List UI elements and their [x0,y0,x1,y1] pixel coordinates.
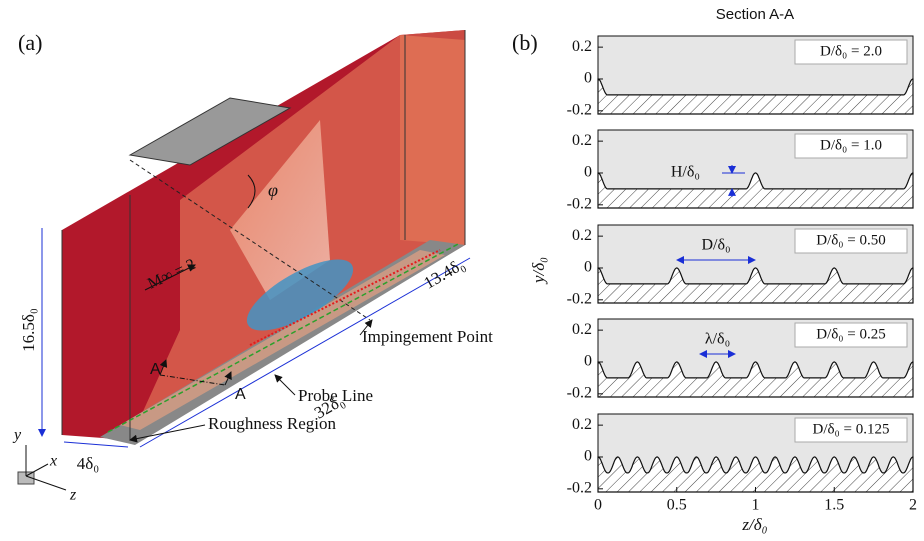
legend-box [794,228,908,254]
panel-frame [597,129,914,209]
section-line [159,374,226,386]
y-axis-label: y/δ₀ [529,257,548,285]
x-tick-label: 1.5 [824,497,844,514]
roughness-profile [597,456,914,493]
panel-title: Section A-A [716,6,794,23]
shock-line [129,159,371,321]
wedge [128,97,292,166]
section-label: A [150,361,161,378]
y-tick-label: 0 [584,353,592,370]
flow-arrow [144,264,196,291]
y-tick-label: 0 [584,70,592,87]
y-tick-label: 0.2 [572,321,592,338]
panel-frame [597,318,914,398]
d-label: D/δ₀ = 0.125 [812,421,889,437]
annotation: Impingement Point [362,327,493,346]
axis-label: y [12,427,22,444]
section-arrow [224,371,232,386]
y-tick-label: 0.2 [572,416,592,433]
axis-label: x [49,453,57,470]
annotation: H/δ₀ [671,164,700,181]
panel-frame [597,224,914,304]
y-tick-label: 0.2 [572,227,592,244]
legend-box [794,322,908,348]
y-tick-label: -0.2 [567,101,592,118]
roughness-profile [597,78,914,115]
roughness-profile [597,361,914,398]
y-tick-label: -0.2 [567,479,592,496]
y-tick-label: -0.2 [567,290,592,307]
y-tick-label: 0 [584,448,592,465]
dim-length [139,257,471,448]
legend-box [794,417,908,443]
legend-box [794,39,908,65]
section-label: A [235,386,246,403]
angle-label: φ [268,180,278,200]
x-tick-label: 0.5 [667,497,687,514]
axis-z [25,475,67,491]
d-label: D/δ₀ = 0.25 [816,326,886,342]
legend-box [794,133,908,159]
x-tick-label: 2 [909,497,917,514]
dim-label: 4δ₀ [77,454,100,473]
render-3d [17,30,471,491]
pointer [129,424,206,443]
panel-label: (b) [512,30,538,55]
roughness-profile [597,172,914,209]
d-label: D/δ₀ = 2.0 [820,43,882,59]
y-tick-label: -0.2 [567,195,592,212]
axis-x [25,463,49,477]
x-tick-label: 1 [752,497,760,514]
annotation: λ/δ₀ [705,331,730,348]
annotation: D/δ₀ [701,237,730,254]
x-axis-label: z/δ₀ [741,515,767,534]
separation-bubble [246,259,354,331]
section-arrow [159,359,168,376]
panel-label: (a) [18,30,42,55]
dim-width [63,441,129,448]
y-tick-label: 0 [584,164,592,181]
shock [230,120,330,300]
y-tick-label: 0.2 [572,38,592,55]
d-label: D/δ₀ = 1.0 [820,137,882,153]
d-label: D/δ₀ = 0.50 [816,232,886,248]
roughness-profile [597,267,914,304]
annotation: Probe Line [298,386,373,405]
y-tick-label: -0.2 [567,384,592,401]
dim-label: 16.5δ₀ [19,308,38,352]
pointer [359,319,373,336]
y-tick-label: 0.2 [572,132,592,149]
axis-label: z [69,487,77,504]
x-tick-label: 0 [594,497,602,514]
pointer [274,374,296,396]
angle-arc [247,174,256,209]
annotation: Roughness Region [208,414,336,433]
probe-line [249,249,441,346]
y-tick-label: 0 [584,259,592,276]
roughness-outline [107,242,461,433]
panel-frame [597,35,914,115]
